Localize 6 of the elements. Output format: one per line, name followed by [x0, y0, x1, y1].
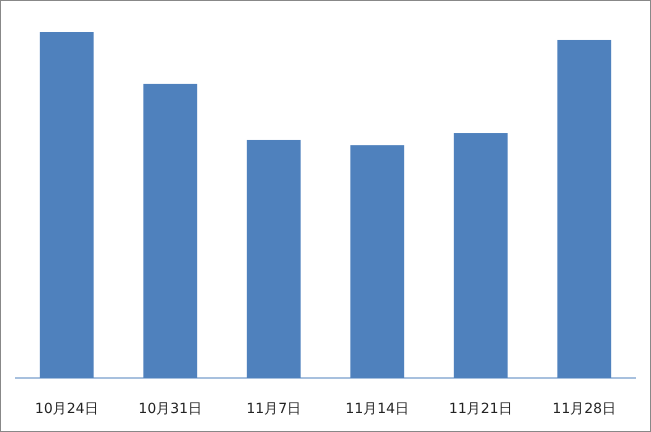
x-tick-label: 10月24日 — [34, 401, 99, 417]
x-tick-label: 11月21日 — [448, 401, 513, 417]
x-tick-label: 11月14日 — [345, 401, 410, 417]
x-tick-label: 11月7日 — [246, 401, 302, 417]
x-tick-label: 11月28日 — [552, 401, 616, 417]
x-tick-label: 10月31日 — [138, 401, 202, 417]
